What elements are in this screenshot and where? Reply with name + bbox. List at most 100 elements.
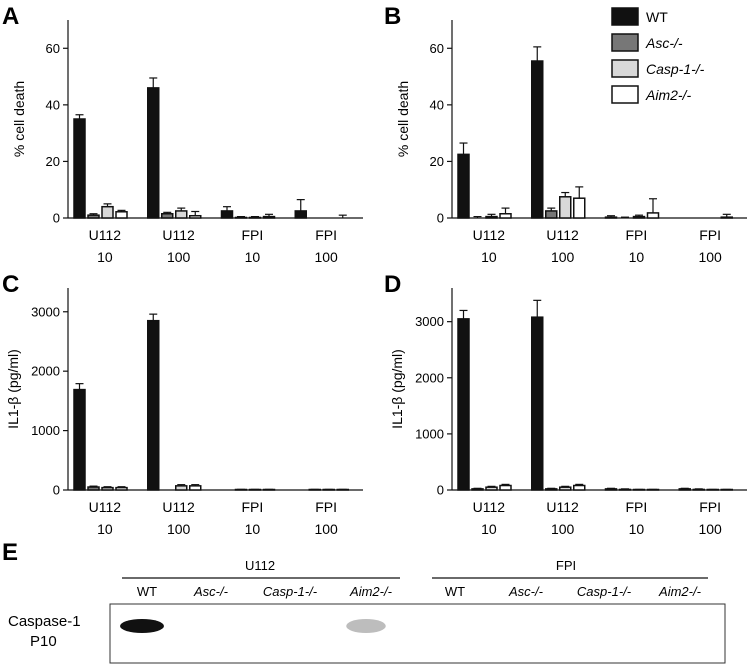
bar-casp1 [248, 216, 262, 219]
x-category-label: U112 [473, 499, 506, 515]
x-category-label: 100 [314, 521, 338, 537]
bar-asc [618, 488, 632, 491]
x-category-label: 100 [167, 249, 191, 265]
bar-wt [73, 388, 86, 491]
bar-wt [531, 316, 544, 491]
y-tick-label: 60 [46, 41, 60, 56]
y-tick-label: 2000 [415, 370, 444, 385]
bar-casp1 [485, 486, 498, 491]
bar-aim2 [262, 488, 276, 491]
chart-panel-c: C 0 1000 2000 3000 IL1-β (pg/ml) U112 10 U112 100… [2, 271, 363, 537]
blot-lane-label: Asc-/- [508, 584, 544, 599]
bar-aim2 [573, 484, 586, 491]
bar-casp1 [101, 486, 114, 491]
bar-wt [294, 210, 307, 219]
y-axis-label: % cell death [395, 81, 411, 157]
x-category-label: 100 [698, 521, 722, 537]
bar-casp1 [485, 215, 498, 219]
bar-aim2 [646, 212, 660, 219]
blot-bands [120, 619, 386, 633]
bar-aim2 [646, 488, 660, 491]
bar-asc [545, 488, 558, 491]
bar-asc [471, 488, 484, 491]
bar-asc [161, 213, 174, 219]
bar-casp1 [322, 488, 335, 491]
western-blot-panel: E U112 FPI WT Asc-/- Casp-1-/- Aim2-/- W… [2, 539, 726, 664]
bar-casp1 [559, 486, 572, 491]
bar-casp1 [632, 215, 646, 219]
y-tick-label: 20 [430, 154, 444, 169]
blot-band [120, 619, 164, 633]
bar-wt [220, 210, 234, 219]
legend-label-casp1: Casp-1-/- [646, 61, 705, 77]
bar-casp1 [706, 488, 719, 491]
bar-wt [73, 118, 86, 219]
y-axis-label: % cell death [11, 81, 27, 157]
blot-row-label: P10 [30, 633, 57, 650]
legend-swatch-wt [611, 7, 639, 26]
legend-label-asc: Asc-/- [645, 35, 683, 51]
bar-wt [457, 153, 470, 219]
legend-swatch-casp1 [611, 59, 639, 78]
x-category-label: FPI [315, 499, 337, 515]
x-category-label: 10 [481, 521, 497, 537]
bar-wt [457, 318, 470, 491]
x-category-label: U112 [89, 499, 122, 515]
bar-casp1 [175, 210, 188, 219]
bar-casp1 [101, 205, 114, 219]
y-tick-label: 1000 [31, 423, 60, 438]
x-category-label: FPI [315, 227, 337, 243]
bar-aim2 [720, 216, 733, 219]
bar-wt [531, 60, 544, 219]
x-category-label: 100 [551, 521, 575, 537]
blot-membrane [109, 603, 726, 664]
chart-panel-a: A 0 20 40 60 % cell death U112 10 U112 100 FPI 10 FP… [2, 3, 363, 265]
y-axis-label: IL1-β (pg/ml) [5, 349, 21, 429]
blot-lane-label: Aim2-/- [349, 584, 393, 599]
y-tick-label: 0 [53, 483, 60, 498]
bar-wt [147, 319, 160, 491]
bar-aim2 [499, 484, 512, 491]
x-category-label: 10 [629, 249, 645, 265]
x-category-label: 10 [629, 521, 645, 537]
y-tick-label: 1000 [415, 426, 444, 441]
bar-wt [604, 216, 618, 219]
panel-letter-a: A [2, 3, 19, 30]
x-category-label: FPI [699, 227, 721, 243]
x-category-label: 100 [698, 249, 722, 265]
bar-asc [308, 488, 321, 491]
y-tick-label: 40 [430, 97, 444, 112]
legend-swatch-aim2 [611, 85, 639, 104]
bar-wt [678, 488, 691, 491]
x-category-label: FPI [241, 227, 263, 243]
y-tick-label: 40 [46, 97, 60, 112]
bar-asc [234, 488, 248, 491]
bar-asc [545, 210, 558, 219]
y-tick-label: 60 [430, 41, 444, 56]
y-tick-label: 20 [46, 154, 60, 169]
panel-letter-c: C [2, 271, 19, 298]
x-category-label: FPI [625, 227, 647, 243]
chart-panel-b: B 0 20 40 60 % cell death U112 10 U112 100 FPI 10 FP… [384, 3, 747, 265]
blot-group-label-u112: U112 [245, 558, 275, 573]
bar-casp1 [248, 488, 262, 491]
x-category-label: U112 [162, 499, 195, 515]
legend-label-wt: WT [646, 9, 668, 25]
blot-lane-label: Aim2-/- [658, 584, 702, 599]
blot-lane-label: WT [137, 584, 157, 599]
y-tick-label: 3000 [415, 314, 444, 329]
x-category-label: U112 [162, 227, 195, 243]
legend: WT Asc-/- Casp-1-/- Aim2-/- [611, 7, 705, 104]
bar-casp1 [559, 196, 572, 219]
x-category-label: U112 [473, 227, 506, 243]
blot-row-label: Caspase-1 [8, 613, 81, 630]
y-tick-label: 0 [437, 211, 444, 226]
bar-aim2 [115, 486, 128, 491]
bar-aim2 [262, 215, 276, 219]
bar-wt [147, 87, 160, 219]
x-category-label: FPI [625, 499, 647, 515]
x-category-label: 10 [245, 521, 261, 537]
x-category-label: 10 [97, 249, 113, 265]
